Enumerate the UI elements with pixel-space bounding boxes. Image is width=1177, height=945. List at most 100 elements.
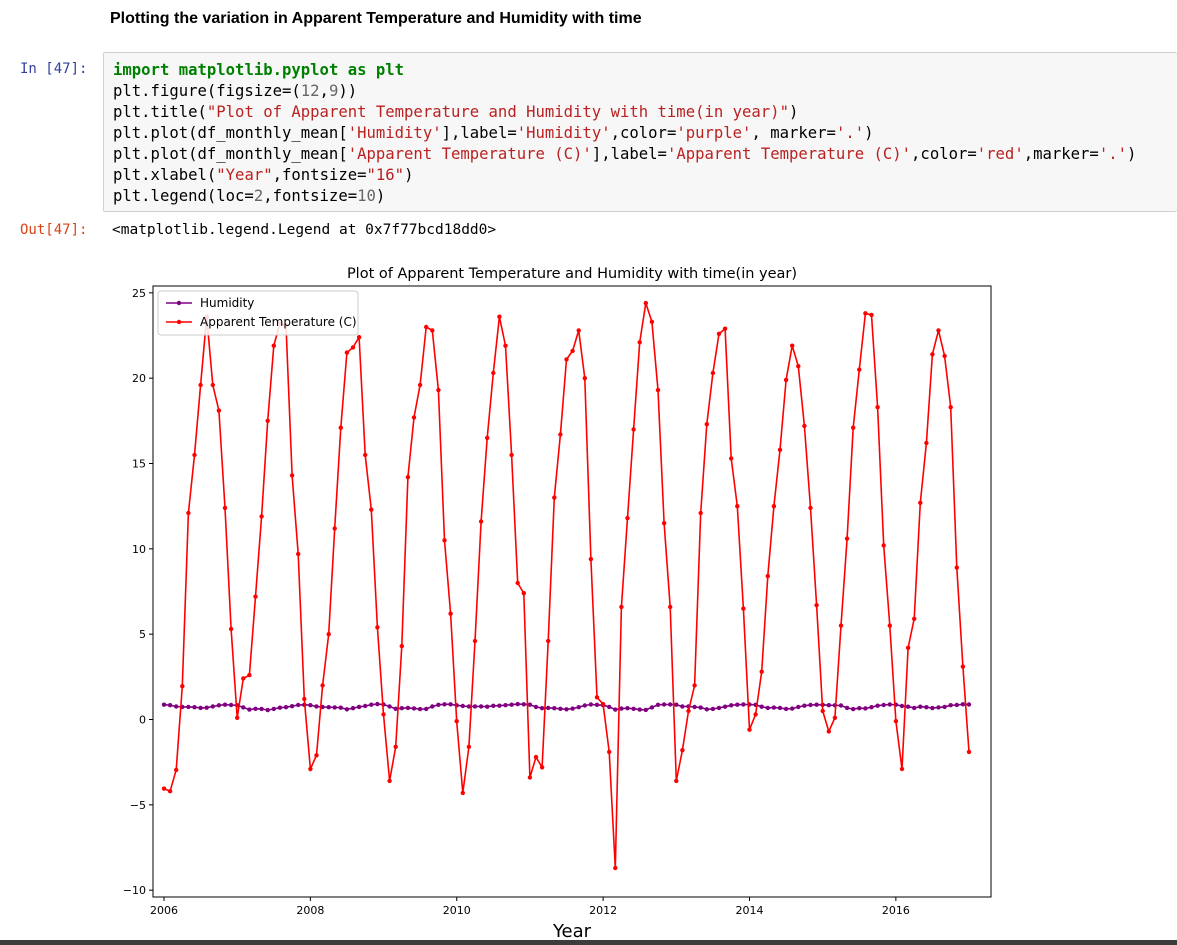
data-point	[704, 707, 709, 712]
data-point	[796, 704, 801, 710]
data-point	[790, 343, 795, 348]
y-tick-label: 5	[139, 628, 146, 641]
data-point	[399, 643, 404, 649]
data-point	[747, 727, 752, 732]
code-token: plt.figure(figsize=(	[113, 82, 301, 100]
code-token: plt.xlabel(	[113, 166, 217, 184]
y-tick-label: −10	[123, 884, 146, 897]
data-point	[869, 312, 874, 318]
data-point	[265, 707, 270, 713]
data-point	[924, 705, 929, 710]
data-point	[802, 423, 807, 429]
code-token: ,marker=	[1023, 145, 1099, 163]
code-token: 10	[357, 187, 376, 205]
data-point	[948, 703, 953, 708]
data-point	[893, 719, 899, 724]
data-point	[503, 703, 508, 708]
code-token: ,fontsize=	[263, 187, 358, 205]
code-token: 'Humidity'	[347, 124, 442, 142]
data-point	[887, 623, 892, 628]
data-point	[539, 765, 545, 770]
data-point	[472, 704, 478, 709]
code-token: )	[864, 124, 874, 142]
code-token: import	[113, 61, 170, 79]
y-tick-label: 15	[132, 457, 146, 470]
data-point	[558, 706, 563, 711]
data-point	[161, 702, 167, 707]
data-point	[460, 703, 465, 709]
data-point	[637, 707, 642, 712]
data-point	[619, 604, 624, 610]
data-point	[783, 377, 789, 383]
data-point	[863, 706, 868, 711]
data-point	[546, 705, 551, 711]
data-point	[887, 702, 892, 707]
code-token: )	[788, 103, 799, 121]
legend-label: Humidity	[200, 296, 254, 310]
data-point	[668, 702, 673, 707]
code-token: 9	[328, 82, 339, 100]
data-point	[600, 701, 606, 707]
data-point	[497, 314, 502, 319]
data-point	[326, 632, 331, 637]
data-point	[954, 565, 959, 570]
data-point	[613, 707, 618, 712]
x-tick-label: 2012	[589, 904, 617, 917]
data-point	[454, 719, 459, 724]
data-point	[363, 452, 368, 458]
data-point	[777, 705, 783, 711]
code-token: plt.title(	[113, 103, 207, 121]
code-token: 'Apparent Temperature (C)'	[666, 145, 912, 163]
data-point	[375, 625, 380, 630]
data-point	[851, 425, 856, 430]
data-point	[820, 708, 825, 714]
data-point	[308, 766, 313, 772]
x-tick-label: 2010	[443, 904, 471, 917]
data-point	[838, 703, 844, 708]
data-point	[186, 704, 191, 710]
data-point	[698, 705, 703, 710]
data-point	[625, 706, 630, 711]
data-point	[552, 706, 557, 711]
data-point	[478, 519, 484, 524]
data-point	[771, 705, 777, 710]
data-point	[210, 382, 215, 388]
data-point	[692, 704, 697, 710]
data-point	[174, 767, 179, 773]
data-point	[332, 526, 337, 531]
code-token: )	[1127, 145, 1137, 163]
data-point	[259, 514, 264, 519]
data-point	[936, 705, 941, 710]
data-point	[582, 703, 587, 708]
code-cell[interactable]: import matplotlib.pyplot as plt plt.figu…	[103, 52, 1177, 212]
data-point	[448, 611, 453, 616]
code-token: matplotlib.pyplot	[169, 61, 348, 79]
data-point	[765, 705, 770, 711]
data-point	[826, 729, 831, 734]
data-point	[204, 705, 209, 710]
data-point	[216, 408, 222, 413]
data-point	[247, 707, 252, 712]
data-point	[369, 507, 374, 512]
data-point	[491, 370, 496, 376]
data-point	[655, 387, 661, 393]
data-point	[228, 702, 234, 708]
y-tick-label: 25	[132, 287, 146, 300]
data-point	[521, 591, 526, 596]
data-point	[180, 684, 185, 689]
data-point	[905, 645, 911, 650]
data-point	[387, 704, 392, 709]
code-token: )	[404, 166, 414, 184]
data-point	[875, 703, 880, 708]
data-point	[570, 348, 575, 354]
data-point	[710, 706, 716, 712]
data-point	[942, 704, 947, 710]
data-point	[198, 705, 203, 711]
data-point	[436, 702, 441, 707]
markdown-heading: Plotting the variation in Apparent Tempe…	[110, 10, 642, 27]
data-point	[186, 510, 191, 516]
x-axis-label: Year	[552, 921, 592, 942]
data-point	[607, 704, 612, 710]
data-point	[296, 702, 301, 708]
data-point	[753, 712, 758, 717]
